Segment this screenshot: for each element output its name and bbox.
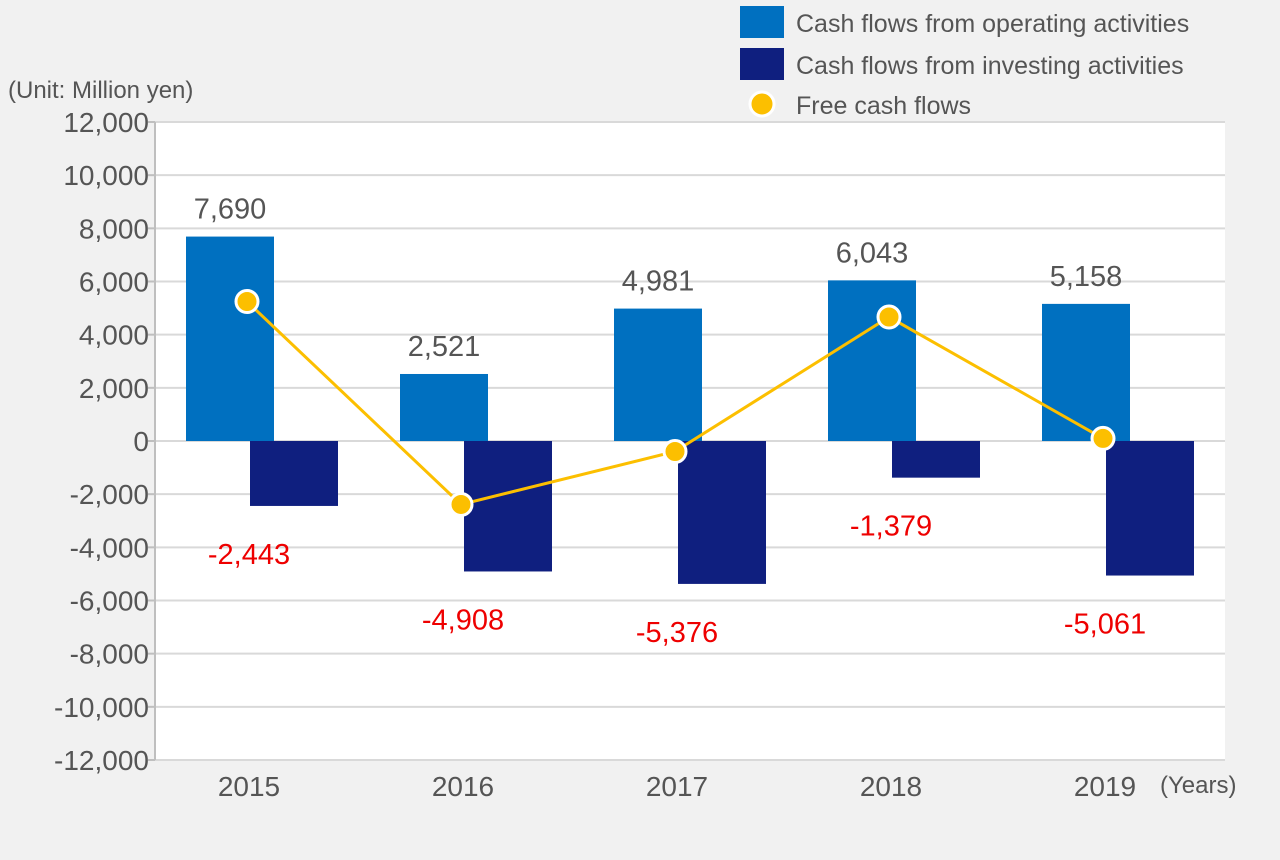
y-tick-label: 0 — [133, 426, 149, 457]
legend: Cash flows from operating activities Cas… — [740, 6, 1189, 120]
bar-investing — [1106, 441, 1194, 576]
bar-investing — [678, 441, 766, 584]
y-tick-label: -10,000 — [54, 692, 149, 723]
data-label-operating: 4,981 — [622, 266, 695, 298]
data-label-investing: -1,379 — [850, 511, 932, 543]
bar-operating — [186, 236, 274, 441]
legend-label-free-cash-flow: Free cash flows — [796, 92, 971, 120]
data-label-investing: -5,376 — [636, 617, 718, 649]
legend-label-investing: Cash flows from investing activities — [796, 52, 1184, 80]
y-tick-label: 4,000 — [79, 320, 149, 351]
bar-operating — [400, 373, 488, 441]
legend-swatch-investing — [740, 48, 784, 80]
x-tick-label: 2018 — [860, 771, 922, 802]
unit-label: (Unit: Million yen) — [8, 77, 193, 104]
legend-label-operating: Cash flows from operating activities — [796, 10, 1189, 38]
free-cash-flow-point — [1090, 425, 1116, 451]
free-cash-flow-point — [662, 439, 688, 465]
y-tick-label: -4,000 — [70, 532, 149, 563]
data-label-operating: 2,521 — [408, 331, 481, 363]
legend-swatch-operating — [740, 6, 784, 38]
y-tick-label: -12,000 — [54, 745, 149, 776]
free-cash-flow-point — [234, 289, 260, 315]
x-unit-label: (Years) — [1160, 772, 1236, 799]
y-tick-label: 12,000 — [63, 107, 149, 138]
bar-operating — [1042, 303, 1130, 441]
y-tick-label: 6,000 — [79, 267, 149, 298]
x-tick-label: 2017 — [646, 771, 708, 802]
data-label-operating: 5,158 — [1050, 261, 1123, 293]
data-label-investing: -4,908 — [422, 604, 504, 636]
y-tick-label: -6,000 — [70, 586, 149, 617]
data-label-investing: -2,443 — [208, 539, 290, 571]
bar-investing — [250, 441, 338, 506]
data-labels: 7,690 2,521 4,981 6,043 5,158 -2,443 -4,908 -5,… — [194, 194, 1146, 649]
bar-operating — [614, 308, 702, 441]
x-tick-label: 2015 — [218, 771, 280, 802]
free-cash-flow-line — [234, 289, 1116, 517]
y-tick-label: 8,000 — [79, 213, 149, 244]
data-label-operating: 6,043 — [836, 237, 909, 269]
y-tick-label: 10,000 — [63, 160, 149, 191]
free-cash-flow-point — [448, 491, 474, 517]
y-tick-label: -8,000 — [70, 639, 149, 670]
x-axis-ticks: 2015 2016 2017 2018 2019 — [218, 771, 1136, 802]
free-cash-flow-point — [876, 304, 902, 330]
y-tick-label: 2,000 — [79, 373, 149, 404]
bar-investing — [464, 441, 552, 572]
bar-operating — [828, 280, 916, 441]
y-axis-ticks: 12,000 10,000 8,000 6,000 4,000 2,000 0 -2,000 -… — [54, 107, 155, 776]
x-tick-label: 2019 — [1074, 771, 1136, 802]
bars — [186, 236, 1194, 584]
bar-investing — [892, 441, 980, 478]
data-label-operating: 7,690 — [194, 194, 267, 226]
x-tick-label: 2016 — [432, 771, 494, 802]
legend-marker-free-cash-flow — [748, 90, 776, 118]
data-label-investing: -5,061 — [1064, 609, 1146, 641]
y-tick-label: -2,000 — [70, 479, 149, 510]
